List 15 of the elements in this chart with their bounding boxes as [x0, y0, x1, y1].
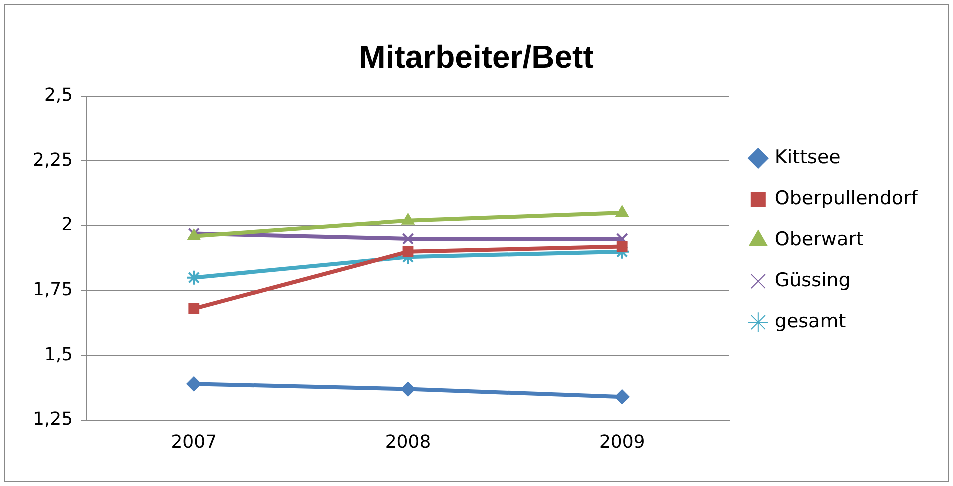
y-tick-label: 2,5 — [44, 85, 74, 106]
x-tick-label: 2007 — [171, 432, 218, 453]
legend-label: Güssing — [774, 269, 851, 292]
y-tick-label: 1,25 — [33, 409, 74, 430]
y-tick-label: 2,25 — [33, 150, 74, 171]
y-tick-label: 1,5 — [44, 344, 74, 366]
x-tick-label: 2008 — [385, 432, 432, 453]
x-tick-label: 2009 — [599, 432, 646, 453]
legend-label: gesamt — [774, 310, 846, 332]
legend-label: Oberpullendorf — [774, 187, 920, 210]
chart-title: Mitarbeiter/Bett — [359, 39, 594, 76]
y-tick-label: 2 — [62, 214, 74, 236]
legend-label: Oberwart — [774, 228, 864, 250]
y-tick-label: 1,75 — [33, 279, 74, 300]
legend-label: Kittsee — [774, 146, 841, 168]
